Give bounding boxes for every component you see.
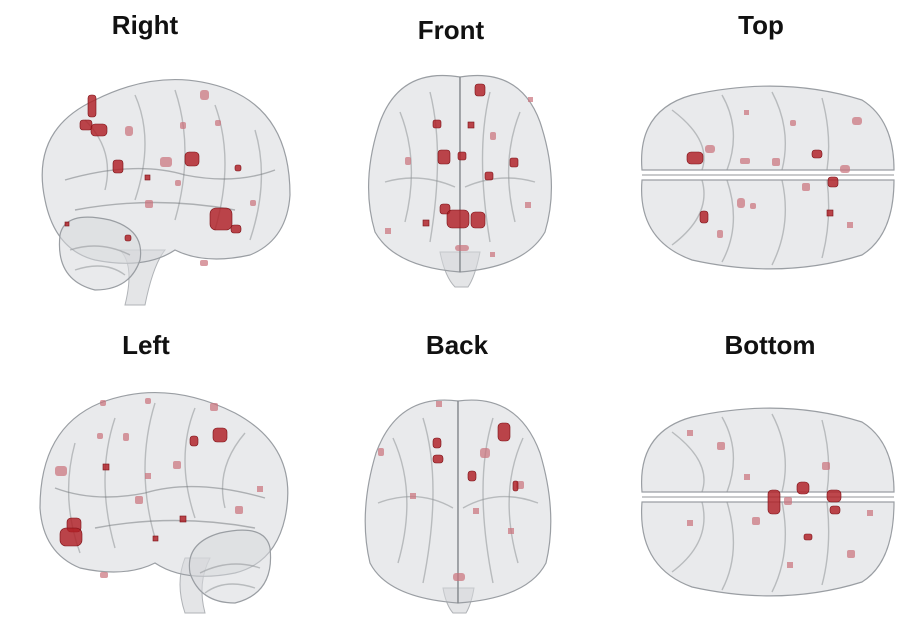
view-title-left: Left <box>122 330 170 360</box>
brain-view-right <box>41 78 291 306</box>
view-title-back: Back <box>425 330 489 360</box>
brain-view-top <box>640 85 895 270</box>
brain-view-front <box>367 74 553 288</box>
brain-view-bottom <box>640 407 895 597</box>
brain-view-back <box>364 399 552 614</box>
view-title-top: Top <box>738 10 784 40</box>
view-title-bottom: Bottom <box>724 330 816 360</box>
brain-view-left <box>39 391 289 614</box>
view-title-front: Front <box>417 15 485 45</box>
view-title-right: Right <box>111 10 179 40</box>
